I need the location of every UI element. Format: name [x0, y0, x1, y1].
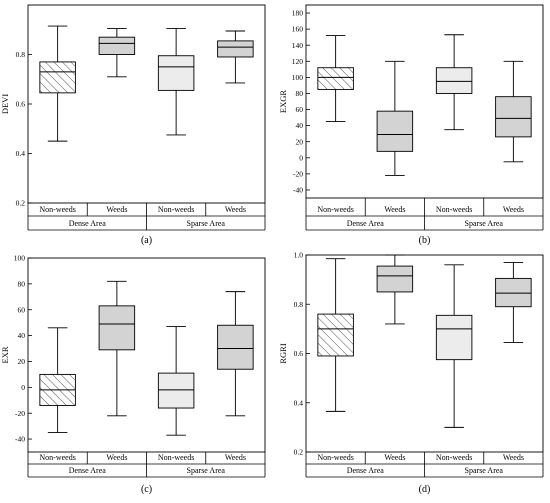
- y-tick-label: -40: [293, 186, 303, 195]
- box-3: [435, 264, 473, 428]
- y-tick-label: 1.0: [294, 251, 304, 260]
- y-tick-label: 0.4: [16, 149, 26, 158]
- category-label: Weeds: [503, 453, 524, 462]
- chart-panel-2: -40 -20 0 20 40 60 80 100 120 140 160 180 EXGR Non-we…: [278, 4, 544, 246]
- panel-label: (c): [141, 484, 152, 495]
- box-4: [217, 30, 254, 84]
- y-tick-label: 60: [296, 105, 304, 114]
- y-tick-label: 80: [18, 279, 26, 288]
- box-3: [435, 34, 473, 131]
- y-tick-label: 20: [18, 357, 26, 366]
- group-label: Sparse Area: [187, 219, 226, 228]
- category-label: Weeds: [106, 453, 127, 462]
- category-label: Non-weeds: [158, 453, 194, 462]
- box-1: [39, 25, 76, 142]
- category-label: Non-weeds: [317, 205, 353, 214]
- box-iqr: [317, 67, 354, 90]
- y-tick-label: 20: [296, 137, 304, 146]
- y-tick-label: 0.4: [294, 398, 304, 407]
- box-iqr: [217, 40, 254, 58]
- y-tick-label: 0.6: [294, 349, 304, 358]
- y-tick-label: 0.6: [16, 100, 26, 109]
- chart-panel-3: -40 -20 0 20 40 60 80 100 EXR Non-weeds Weeds Non-w…: [0, 254, 266, 495]
- category-label: Weeds: [106, 205, 127, 214]
- box-iqr: [435, 67, 473, 94]
- y-tick-label: 0: [21, 383, 25, 392]
- category-label: Non-weeds: [39, 453, 75, 462]
- group-label: Sparse Area: [465, 466, 504, 475]
- chart-panel-1: 0.2 0.4 0.6 0.8 DEVI Non-weeds Weeds Non-weeds W…: [0, 4, 266, 246]
- box-iqr: [157, 372, 195, 409]
- panel-label: (a): [141, 235, 152, 246]
- group-label: Dense Area: [347, 466, 385, 475]
- box-4: [495, 261, 532, 343]
- y-tick-label: 180: [292, 9, 304, 18]
- plot-frame: [27, 4, 266, 204]
- box-3: [157, 28, 195, 136]
- group-label: Dense Area: [69, 466, 107, 475]
- box-4: [217, 291, 254, 417]
- y-tick-label: -20: [293, 169, 303, 178]
- category-label: Non-weeds: [39, 205, 75, 214]
- y-tick-label: 40: [18, 331, 26, 340]
- box-iqr: [98, 305, 136, 351]
- box-1: [39, 327, 76, 434]
- y-tick-label: 0.8: [16, 50, 26, 59]
- box-iqr: [98, 36, 136, 55]
- y-tick-label: 140: [292, 41, 304, 50]
- box-2: [376, 254, 414, 325]
- group-label: Sparse Area: [465, 219, 504, 228]
- box-iqr: [495, 277, 532, 308]
- category-label: Weeds: [225, 205, 246, 214]
- box-iqr: [435, 314, 473, 361]
- y-tick-label: 120: [292, 57, 304, 66]
- y-tick-label: -20: [15, 409, 25, 418]
- y-tick-label: 160: [292, 25, 304, 34]
- y-tick-label: -40: [15, 435, 25, 444]
- y-tick-label: 80: [296, 89, 304, 98]
- group-label: Sparse Area: [187, 466, 226, 475]
- box-1: [317, 35, 354, 123]
- box-iqr: [376, 110, 414, 152]
- box-iqr: [39, 61, 76, 94]
- y-axis-label: RGRI: [278, 343, 288, 363]
- panel-label: (d): [419, 484, 431, 495]
- y-tick-label: 0.2: [294, 448, 304, 457]
- y-tick-label: 100: [14, 254, 26, 263]
- y-axis-label: DEVI: [0, 94, 10, 114]
- box-iqr: [157, 55, 195, 91]
- box-iqr: [495, 96, 532, 138]
- box-4: [495, 60, 532, 163]
- box-2: [376, 60, 414, 176]
- group-label: Dense Area: [69, 219, 107, 228]
- y-axis-label: EXR: [0, 346, 10, 363]
- box-iqr: [376, 265, 414, 293]
- y-tick-label: 0.2: [16, 199, 26, 208]
- category-label: Non-weeds: [158, 205, 194, 214]
- box-iqr: [317, 313, 354, 357]
- y-tick-label: 0: [299, 153, 303, 162]
- panel-label: (b): [419, 235, 431, 246]
- y-tick-label: 100: [292, 73, 304, 82]
- category-label: Weeds: [225, 453, 246, 462]
- group-label: Dense Area: [347, 219, 385, 228]
- category-label: Non-weeds: [436, 453, 472, 462]
- category-label: Non-weeds: [436, 205, 472, 214]
- y-tick-label: 0.8: [294, 300, 304, 309]
- category-label: Weeds: [384, 205, 405, 214]
- y-tick-label: 40: [296, 121, 304, 130]
- category-label: Weeds: [503, 205, 524, 214]
- box-3: [157, 326, 195, 436]
- y-axis-label: EXGR: [278, 90, 288, 113]
- y-tick-label: 60: [18, 305, 26, 314]
- box-1: [317, 258, 354, 412]
- category-label: Non-weeds: [317, 453, 353, 462]
- category-label: Weeds: [384, 453, 405, 462]
- box-2: [98, 280, 136, 417]
- chart-panel-4: 0.2 0.4 0.6 0.8 1.0 RGRI Non-weeds Weeds Non-wee…: [278, 251, 544, 495]
- box-iqr: [217, 324, 254, 370]
- box-2: [98, 28, 136, 78]
